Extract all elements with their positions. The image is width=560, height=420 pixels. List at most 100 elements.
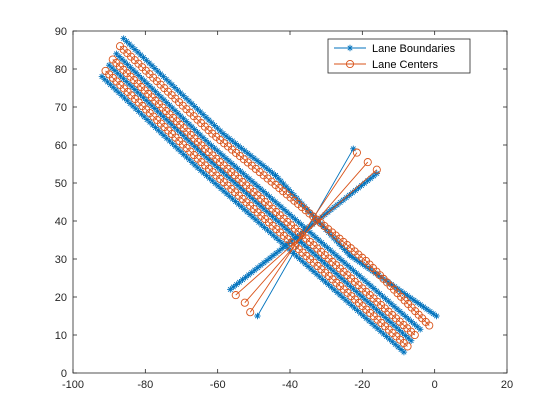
series-layer [98,35,440,356]
asterisk-marker [257,203,265,210]
asterisk-marker [145,99,153,107]
circle-marker [363,158,372,167]
asterisk-marker [410,297,418,304]
circle-marker [246,308,255,317]
y-tick-label: 0 [61,368,67,380]
y-tick-label: 30 [55,254,67,266]
circle-marker [240,298,249,307]
asterisk-marker [324,244,331,251]
asterisk-marker [191,161,199,169]
asterisk-marker [143,57,150,64]
asterisk-marker [307,265,315,273]
legend-circle-icon [345,59,355,69]
y-tick-label: 70 [55,102,67,114]
asterisk-marker [254,312,261,320]
asterisk-marker [188,123,196,131]
center-markers-0 [101,66,412,351]
boundary-line-5 [257,148,354,317]
circle-marker [231,291,240,300]
asterisk-marker [423,306,431,313]
boundary-markers-5 [254,145,357,320]
asterisk-marker [137,91,144,99]
asterisk-marker [157,70,164,78]
asterisk-marker [400,348,408,356]
asterisk-marker [413,299,421,306]
asterisk-marker [118,56,126,63]
asterisk-marker [257,262,265,269]
asterisk-marker [350,145,357,152]
asterisk-marker [246,192,253,200]
asterisk-marker [203,172,210,179]
asterisk-marker [168,81,176,88]
asterisk-marker [430,310,437,317]
asterisk-marker [399,329,406,337]
x-tick-label: -20 [354,379,370,391]
asterisk-marker [194,164,201,171]
asterisk-marker [426,308,434,315]
asterisk-marker [420,303,427,311]
asterisk-marker [365,265,373,272]
asterisk-marker [230,283,237,291]
asterisk-marker [347,283,354,290]
x-tick-label: 0 [432,379,438,391]
asterisk-marker [291,235,298,242]
x-tick-label: -60 [210,379,226,391]
asterisk-marker [333,289,341,296]
asterisk-marker [312,252,320,259]
asterisk-marker [405,334,412,342]
asterisk-marker [114,70,121,77]
asterisk-marker [180,132,187,139]
asterisk-marker [358,293,366,300]
y-tick-label: 60 [55,140,67,152]
asterisk-marker [258,221,265,229]
asterisk-marker [250,154,258,162]
asterisk-marker [360,312,367,319]
asterisk-marker [275,247,283,254]
center-markers-1 [108,55,419,340]
legend-label: Lane Boundaries [372,43,456,55]
asterisk-marker [151,65,159,72]
x-tick-label: -100 [62,379,84,391]
asterisk-marker [174,145,182,153]
asterisk-marker [355,290,363,298]
boundary-markers-2 [113,50,424,333]
y-tick-label: 20 [55,292,67,304]
asterisk-marker [126,40,133,48]
asterisk-marker [275,237,283,244]
axes-layer: -100 -80 -60 -40 -20 0 20 0 10 20 30 40 50 60 70 80 90 [55,26,513,391]
circle-marker [372,165,381,174]
asterisk-marker [223,190,231,197]
asterisk-marker [269,196,276,203]
asterisk-marker [407,294,414,302]
x-tick-label: 20 [501,379,513,391]
asterisk-marker [121,58,128,66]
asterisk-marker [417,326,424,333]
asterisk-marker [227,286,234,293]
asterisk-marker [407,337,415,344]
asterisk-marker [260,259,268,267]
asterisk-marker [368,267,376,275]
asterisk-marker [349,254,357,261]
legend: Lane Boundaries Lane Centers [327,38,471,74]
circle-marker [410,330,419,340]
asterisk-marker [188,100,196,107]
boundary-markers-7 [272,172,353,259]
legend-asterisk-icon [346,44,354,52]
circle-marker [425,321,434,330]
y-tick-label: 90 [55,26,67,38]
asterisk-marker [331,286,338,294]
circle-marker [403,342,412,351]
asterisk-marker [252,216,260,223]
center-markers-5 [231,165,381,300]
asterisk-marker [233,281,240,288]
asterisk-marker [128,83,136,91]
series-lane-boundaries [98,35,440,356]
x-tick-label: -80 [137,379,153,391]
asterisk-marker [417,301,424,308]
asterisk-marker [433,312,440,320]
y-tick-label: 50 [55,178,67,190]
asterisk-marker [359,261,366,268]
asterisk-marker [299,258,306,265]
asterisk-marker [393,305,401,313]
